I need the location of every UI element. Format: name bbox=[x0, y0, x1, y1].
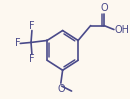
Text: F: F bbox=[29, 20, 35, 30]
Text: OH: OH bbox=[115, 25, 130, 35]
Text: F: F bbox=[15, 38, 20, 48]
Text: O: O bbox=[100, 3, 108, 13]
Text: O: O bbox=[57, 84, 65, 94]
Text: F: F bbox=[29, 54, 35, 64]
